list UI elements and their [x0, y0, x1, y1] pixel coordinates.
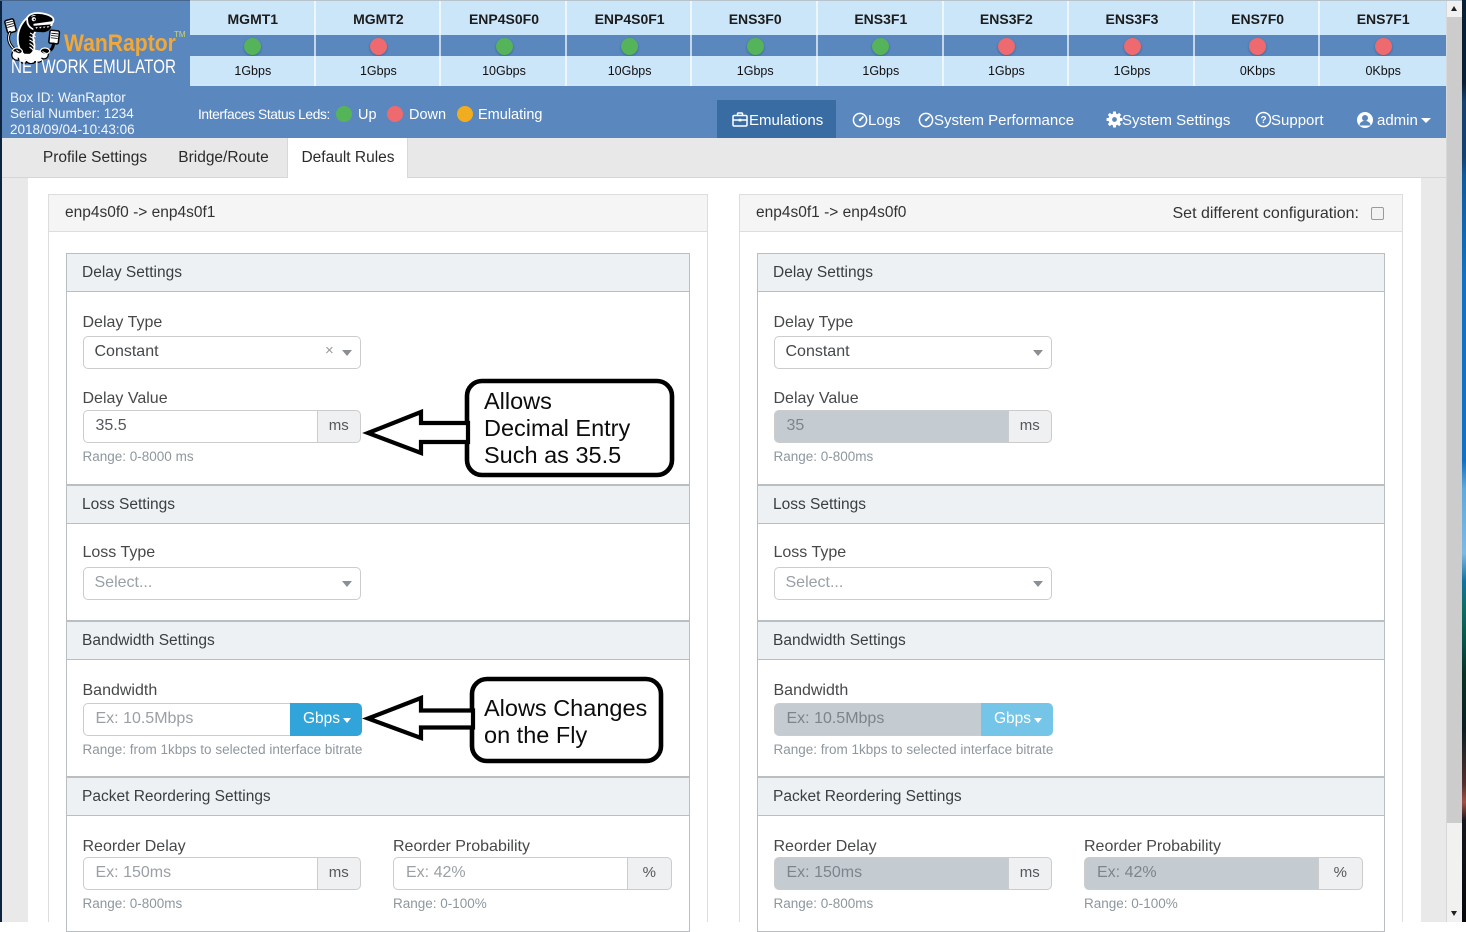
svg-text:on the Fly: on the Fly: [484, 722, 587, 748]
svg-text:Allows: Allows: [484, 388, 552, 414]
svg-text:Decimal Entry: Decimal Entry: [484, 415, 631, 441]
svg-text:?: ?: [1260, 115, 1266, 126]
svg-text:Alows Changes: Alows Changes: [484, 695, 647, 721]
svg-text:Such as 35.5: Such as 35.5: [484, 442, 621, 468]
